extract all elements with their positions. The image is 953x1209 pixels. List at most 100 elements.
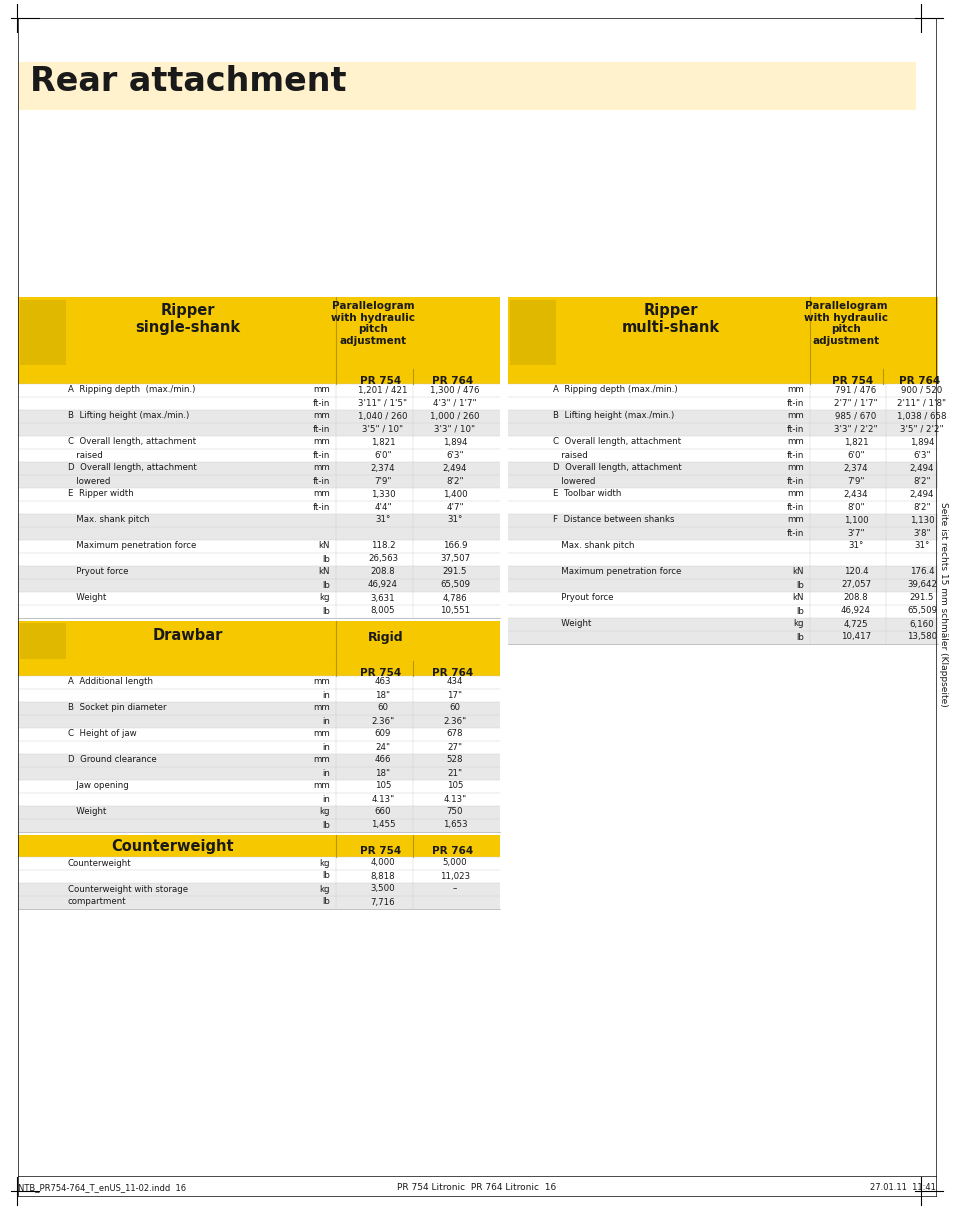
Text: 8'2": 8'2" [912, 476, 930, 486]
Text: 6,160: 6,160 [909, 619, 933, 629]
Text: 2,494: 2,494 [442, 463, 467, 473]
Text: 3,631: 3,631 [371, 594, 395, 602]
Text: lb: lb [796, 632, 803, 642]
Bar [18, 475, 499, 488]
Bar [507, 566, 937, 579]
Bar [507, 501, 937, 514]
Bar [507, 604, 937, 618]
Bar [18, 579, 499, 592]
Text: 791 / 476: 791 / 476 [835, 386, 876, 394]
Text: kN: kN [318, 542, 330, 550]
Text: 1,894: 1,894 [909, 438, 933, 446]
Text: kg: kg [793, 619, 803, 629]
Bar [18, 767, 499, 780]
Text: 463: 463 [375, 677, 391, 687]
Text: mm: mm [313, 781, 330, 791]
Text: 3'7": 3'7" [846, 528, 864, 538]
Text: 27": 27" [447, 742, 462, 752]
Text: in: in [322, 717, 330, 725]
Text: 4,786: 4,786 [442, 594, 467, 602]
Text: mm: mm [786, 411, 803, 421]
Text: 1,000 / 260: 1,000 / 260 [430, 411, 479, 421]
Bar [18, 540, 499, 553]
Text: 2,374: 2,374 [371, 463, 395, 473]
Text: Ripper
multi-shank: Ripper multi-shank [621, 303, 720, 335]
Text: in: in [322, 769, 330, 777]
Text: 7'9": 7'9" [846, 476, 863, 486]
Text: kN: kN [792, 567, 803, 577]
Text: in: in [322, 690, 330, 700]
Bar [18, 115, 917, 290]
Text: lb: lb [322, 821, 330, 829]
Text: mm: mm [786, 490, 803, 498]
Text: 208.8: 208.8 [371, 567, 395, 577]
Text: Seite ist rechts 15 mm schmäler (Klappseite): Seite ist rechts 15 mm schmäler (Klappse… [939, 502, 947, 706]
Text: in: in [322, 794, 330, 804]
Text: ft-in: ft-in [786, 399, 803, 407]
Bar [18, 728, 499, 741]
Text: 528: 528 [446, 756, 463, 764]
Text: ft-in: ft-in [313, 476, 330, 486]
Text: B  Lifting height (max./min.): B Lifting height (max./min.) [68, 411, 189, 421]
Text: 26,563: 26,563 [368, 555, 397, 563]
Text: 10,551: 10,551 [439, 607, 470, 615]
Text: Weight: Weight [68, 808, 107, 816]
Bar [18, 818, 499, 832]
Text: D  Ground clearance: D Ground clearance [68, 756, 156, 764]
Text: 166.9: 166.9 [442, 542, 467, 550]
Text: Counterweight with storage: Counterweight with storage [68, 885, 188, 893]
Text: 4'3" / 1'7": 4'3" / 1'7" [433, 399, 476, 407]
Text: kg: kg [319, 808, 330, 816]
Text: PR 754: PR 754 [360, 846, 401, 856]
Text: 31°: 31° [913, 542, 929, 550]
Bar [20, 623, 66, 659]
Text: lb: lb [322, 897, 330, 907]
Text: 118.2: 118.2 [371, 542, 395, 550]
Text: PR 754 Litronic  PR 764 Litronic  16: PR 754 Litronic PR 764 Litronic 16 [397, 1182, 556, 1192]
Text: ft-in: ft-in [313, 503, 330, 511]
Text: 1,300 / 476: 1,300 / 476 [430, 386, 479, 394]
Text: 985 / 670: 985 / 670 [835, 411, 876, 421]
Bar [507, 369, 937, 384]
Text: kN: kN [318, 567, 330, 577]
Bar [18, 835, 499, 857]
Text: Parallelogram
with hydraulic
pitch
adjustment: Parallelogram with hydraulic pitch adjus… [803, 301, 887, 346]
Text: Parallelogram
with hydraulic
pitch
adjustment: Parallelogram with hydraulic pitch adjus… [331, 301, 415, 346]
Text: 8'2": 8'2" [446, 476, 463, 486]
Text: A  Ripping depth (max./min.): A Ripping depth (max./min.) [553, 386, 677, 394]
Bar [18, 661, 499, 676]
Text: 46,924: 46,924 [368, 580, 397, 590]
Text: 27,057: 27,057 [840, 580, 870, 590]
Text: ft-in: ft-in [786, 528, 803, 538]
Text: 5,000: 5,000 [442, 858, 467, 868]
Text: 6'0": 6'0" [846, 451, 864, 459]
Bar [18, 462, 499, 475]
Text: 37,507: 37,507 [439, 555, 470, 563]
Text: lb: lb [322, 872, 330, 880]
Text: 434: 434 [446, 677, 463, 687]
Text: D  Overall length, attachment: D Overall length, attachment [553, 463, 681, 473]
Text: 46,924: 46,924 [841, 607, 870, 615]
Text: PR 764: PR 764 [432, 669, 473, 678]
Text: 17": 17" [447, 690, 462, 700]
Bar [18, 793, 499, 806]
Text: mm: mm [786, 515, 803, 525]
Bar [18, 423, 499, 436]
Text: 208.8: 208.8 [842, 594, 867, 602]
Bar [507, 592, 937, 604]
Text: lb: lb [322, 555, 330, 563]
Bar [507, 631, 937, 644]
Text: 4.13": 4.13" [443, 794, 466, 804]
Text: in: in [322, 742, 330, 752]
Bar [507, 297, 937, 369]
Text: E  Ripper width: E Ripper width [68, 490, 133, 498]
Text: 678: 678 [446, 729, 463, 739]
Text: 1,100: 1,100 [842, 515, 867, 525]
Text: A  Additional length: A Additional length [68, 677, 152, 687]
Text: E  Toolbar width: E Toolbar width [553, 490, 620, 498]
Text: ft-in: ft-in [313, 451, 330, 459]
Text: ft-in: ft-in [786, 451, 803, 459]
Bar [18, 715, 499, 728]
Text: C  Height of jaw: C Height of jaw [68, 729, 136, 739]
Text: Maximum penetration force: Maximum penetration force [553, 567, 680, 577]
